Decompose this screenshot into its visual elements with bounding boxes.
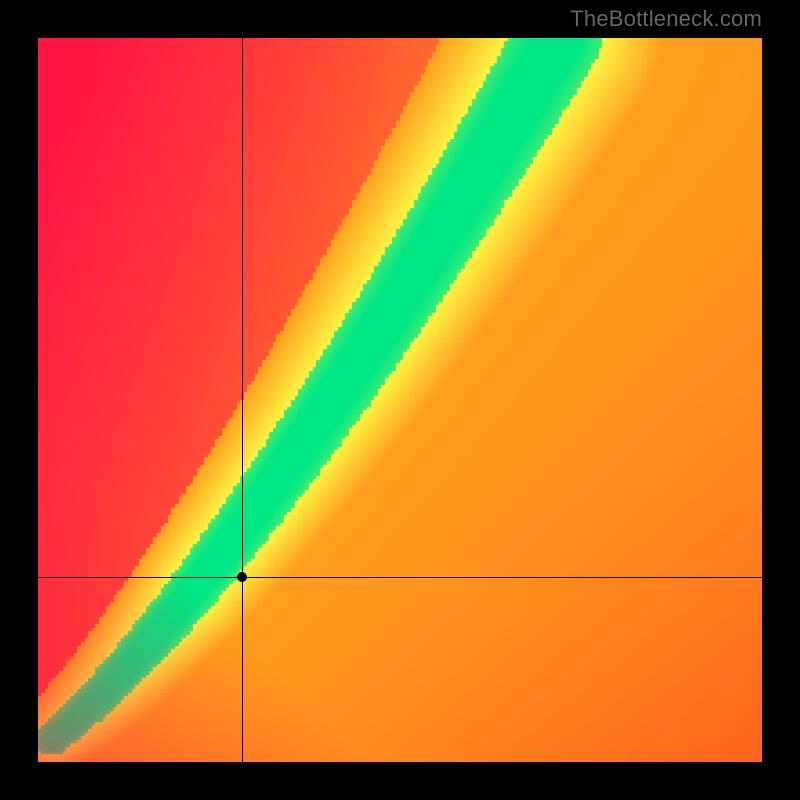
crosshair-horizontal — [38, 577, 762, 578]
chart-container: TheBottleneck.com — [0, 0, 800, 800]
watermark-text: TheBottleneck.com — [570, 6, 762, 32]
heatmap-canvas — [38, 38, 762, 762]
plot-area — [38, 38, 762, 762]
crosshair-vertical — [242, 38, 243, 762]
crosshair-marker — [237, 572, 247, 582]
